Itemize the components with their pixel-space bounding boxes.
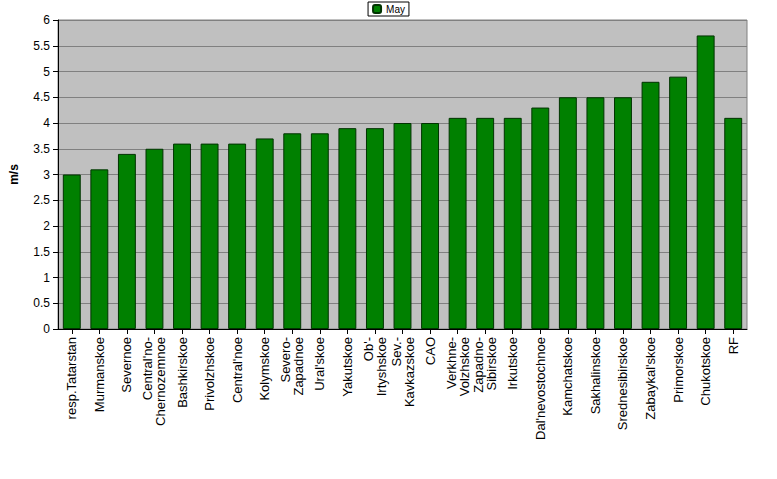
svg-text:Zabaykal'skoe: Zabaykal'skoe: [643, 337, 658, 420]
svg-text:Sibirskoe: Sibirskoe: [484, 337, 499, 390]
svg-text:Kolymskoe: Kolymskoe: [257, 337, 272, 401]
svg-text:Zapadno-: Zapadno-: [471, 337, 487, 393]
svg-text:Primorskoe: Primorskoe: [671, 337, 686, 403]
svg-text:0.5: 0.5: [33, 296, 50, 310]
svg-text:Dal'nevostochnoe: Dal'nevostochnoe: [533, 337, 548, 440]
svg-text:2.5: 2.5: [33, 193, 50, 207]
svg-text:resp.Tatarstan: resp.Tatarstan: [64, 337, 79, 419]
svg-text:Central'noe: Central'noe: [230, 337, 245, 403]
svg-text:Kamchatskoe: Kamchatskoe: [560, 337, 575, 416]
svg-text:Verkhne-: Verkhne-: [443, 337, 459, 389]
svg-text:1: 1: [43, 271, 50, 285]
svg-text:5.5: 5.5: [33, 39, 50, 53]
svg-text:m/s: m/s: [7, 164, 21, 185]
svg-text:3.5: 3.5: [33, 142, 50, 156]
svg-text:Severo-: Severo-: [278, 337, 294, 383]
svg-text:Sakhalinskoe: Sakhalinskoe: [588, 337, 603, 414]
svg-text:Privolzhskoe: Privolzhskoe: [202, 337, 217, 411]
svg-text:Ural'skoe: Ural'skoe: [312, 337, 327, 391]
svg-text:Chernozemnoe: Chernozemnoe: [153, 337, 168, 426]
svg-text:May: May: [386, 4, 405, 15]
svg-text:4.5: 4.5: [33, 90, 50, 104]
svg-text:Irtyshskoe: Irtyshskoe: [374, 337, 389, 396]
svg-text:6: 6: [43, 13, 50, 27]
svg-text:Severnoe: Severnoe: [119, 337, 134, 393]
svg-text:Chukotskoe: Chukotskoe: [698, 337, 713, 406]
svg-text:1.5: 1.5: [33, 245, 50, 259]
svg-text:Yakutskoe: Yakutskoe: [340, 337, 355, 397]
svg-text:Bashkirskoe: Bashkirskoe: [175, 337, 190, 408]
svg-text:Srednesibirskoe: Srednesibirskoe: [615, 337, 630, 430]
svg-text:3: 3: [43, 168, 50, 182]
svg-text:Sev.-: Sev.-: [388, 337, 404, 367]
svg-text:CAO: CAO: [423, 337, 438, 365]
svg-text:Irkutskoe: Irkutskoe: [505, 337, 520, 390]
svg-text:Kavkazskoe: Kavkazskoe: [402, 337, 417, 407]
svg-text:2: 2: [43, 219, 50, 233]
svg-text:5: 5: [43, 65, 50, 79]
svg-text:Volzhskoe: Volzhskoe: [457, 337, 472, 396]
svg-text:Central'no-: Central'no-: [140, 337, 156, 401]
svg-text:Murmanskoe: Murmanskoe: [92, 337, 107, 412]
svg-text:RF: RF: [726, 337, 741, 354]
svg-text:Ob'-: Ob'-: [360, 337, 376, 362]
svg-text:4: 4: [43, 116, 50, 130]
svg-text:Zapadnoe: Zapadnoe: [291, 337, 306, 396]
svg-text:0: 0: [43, 322, 50, 336]
